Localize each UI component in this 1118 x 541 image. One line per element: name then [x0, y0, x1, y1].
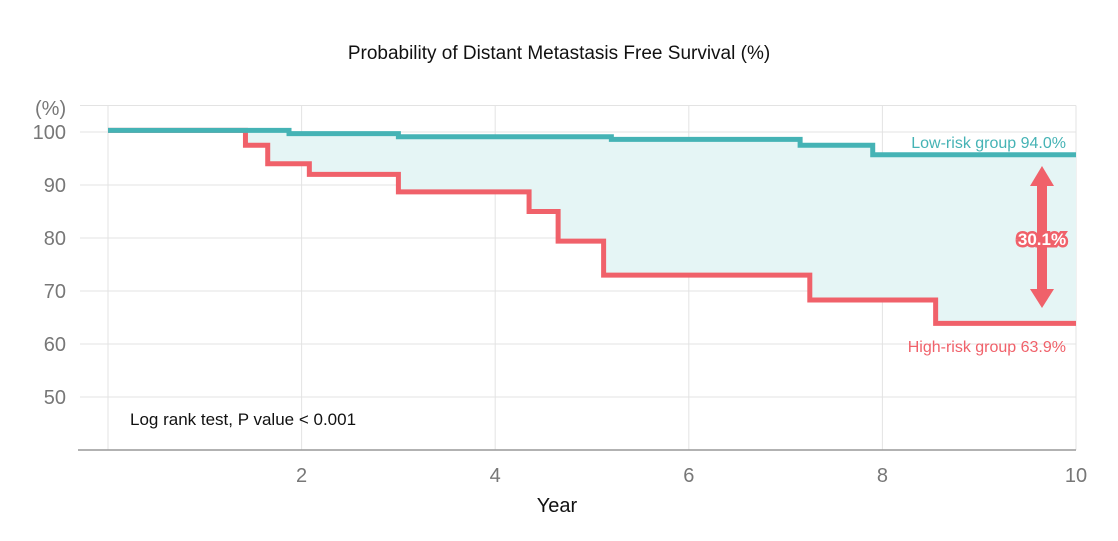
x-tick-label: 2 — [296, 465, 307, 487]
chart-title: Probability of Distant Metastasis Free S… — [348, 43, 770, 64]
x-tick-label: 4 — [490, 465, 501, 487]
y-tick-label: 90 — [44, 175, 66, 197]
x-tick-label: 6 — [683, 465, 694, 487]
y-tick-label: 100 — [33, 122, 66, 144]
high-risk-label: High-risk group 63.9% — [908, 339, 1066, 356]
y-tick-label: 70 — [44, 281, 66, 303]
difference-label: 30.1% — [1018, 230, 1066, 249]
low-risk-label: Low-risk group 94.0% — [911, 135, 1066, 152]
y-axis-label: (%) — [35, 98, 66, 120]
x-tick-label: 8 — [877, 465, 888, 487]
log-rank-annotation: Log rank test, P value < 0.001 — [130, 410, 356, 429]
y-tick-label: 80 — [44, 228, 66, 250]
y-tick-label: 50 — [44, 387, 66, 409]
y-tick-label: 60 — [44, 334, 66, 356]
high-risk-line — [108, 127, 1076, 326]
low-risk-line — [108, 127, 1076, 158]
difference-arrow: 30.1% — [1015, 166, 1069, 308]
x-axis-label: Year — [537, 495, 578, 517]
difference-area — [108, 130, 1076, 324]
x-tick-label: 10 — [1065, 465, 1087, 487]
